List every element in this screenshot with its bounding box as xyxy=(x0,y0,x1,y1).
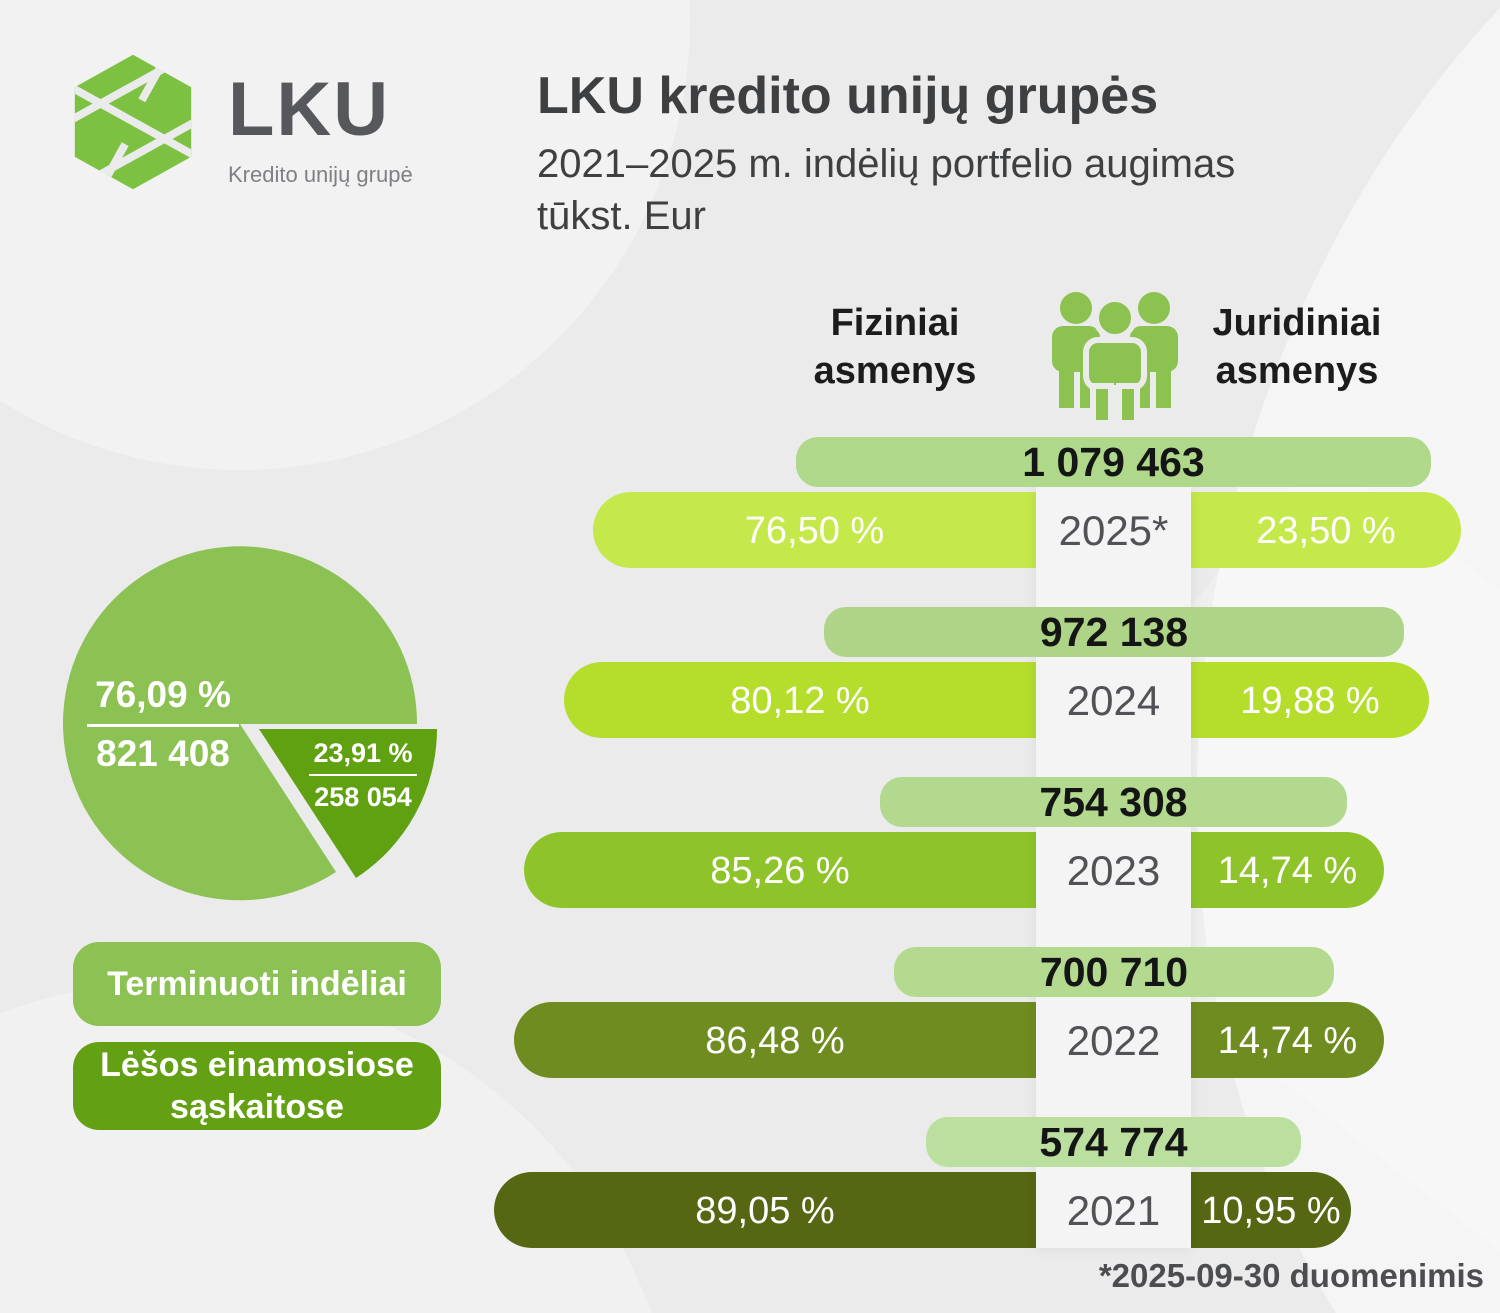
percent-bar: 89,05 % 10,95 % xyxy=(494,1172,1351,1248)
lku-logo-icon xyxy=(74,54,192,190)
fiziniai-percent-label: 86,48 % xyxy=(705,1020,845,1062)
page-subtitle: 2021–2025 m. indėlių portfelio augimas t… xyxy=(537,142,1236,238)
fiziniai-percent-label: 85,26 % xyxy=(710,850,850,892)
pie-minor-label: 23,91 % 258 054 xyxy=(303,738,423,813)
legend-lesos-einamosiose: Lėšos einamosiose sąskaitose xyxy=(73,1042,441,1130)
year-label: 2022 xyxy=(1066,1017,1161,1064)
year-label: 2025* xyxy=(1058,507,1169,554)
year-label: 2021 xyxy=(1066,1187,1161,1234)
deposit-structure-pie: 76,09 % 821 408 23,91 % 258 054 xyxy=(55,540,465,920)
logo-subtitle: Kredito unijų grupė xyxy=(228,162,413,187)
logo-text-block: LKU Kredito unijų grupė xyxy=(228,72,413,188)
percent-bar: 76,50 % 23,50 % xyxy=(593,492,1461,568)
fiziniai-asmenys-label: Fiziniai asmenys xyxy=(813,302,977,392)
year-label: 2024 xyxy=(1066,677,1161,724)
fiziniai-percent-label: 80,12 % xyxy=(730,680,870,722)
year-label: 2023 xyxy=(1066,847,1161,894)
total-deposits-bar: 1 079 463 xyxy=(796,437,1431,487)
percent-bar: 80,12 % 19,88 % xyxy=(564,662,1429,738)
pie-svg xyxy=(63,546,437,901)
people-group-icon xyxy=(1052,292,1178,426)
percent-bar: 85,26 % 14,74 % xyxy=(524,832,1384,908)
title-block: LKU kredito unijų grupės 2021–2025 m. in… xyxy=(537,66,1437,242)
total-deposits-bar: 574 774 xyxy=(926,1117,1301,1167)
legend-terminuoti-indeliai: Terminuoti indėliai xyxy=(73,942,441,1026)
pie-minor-percent: 23,91 % xyxy=(309,738,417,777)
total-deposits-bar: 972 138 xyxy=(824,607,1404,657)
footnote: *2025-09-30 duomenimis xyxy=(1098,1257,1484,1294)
juridiniai-percent-label: 10,95 % xyxy=(1201,1190,1341,1232)
pie-major-value: 821 408 xyxy=(96,732,230,774)
juridiniai-percent-label: 14,74 % xyxy=(1217,1020,1358,1062)
juridiniai-percent-label: 19,88 % xyxy=(1240,680,1380,722)
fiziniai-percent-label: 89,05 % xyxy=(695,1190,835,1232)
juridiniai-percent-label: 14,74 % xyxy=(1217,850,1358,892)
percent-bar: 86,48 % 14,74 % xyxy=(514,1002,1384,1078)
juridiniai-asmenys-label: Juridiniai asmenys xyxy=(1212,302,1382,392)
pie-slice-terminuoti xyxy=(63,546,418,901)
juridiniai-percent-label: 23,50 % xyxy=(1256,510,1396,552)
pie-major-label: 76,09 % 821 408 xyxy=(63,674,263,775)
page-title: LKU kredito unijų grupės xyxy=(537,67,1159,125)
pie-slice-lesos xyxy=(259,729,437,878)
logo-wordmark: LKU xyxy=(228,67,391,152)
total-deposits-bar: 754 308 xyxy=(880,777,1347,827)
pie-major-percent: 76,09 % xyxy=(87,674,239,727)
fiziniai-percent-label: 76,50 % xyxy=(744,510,885,552)
total-deposits-bar: 700 710 xyxy=(894,947,1334,997)
pie-minor-value: 258 054 xyxy=(314,782,412,813)
